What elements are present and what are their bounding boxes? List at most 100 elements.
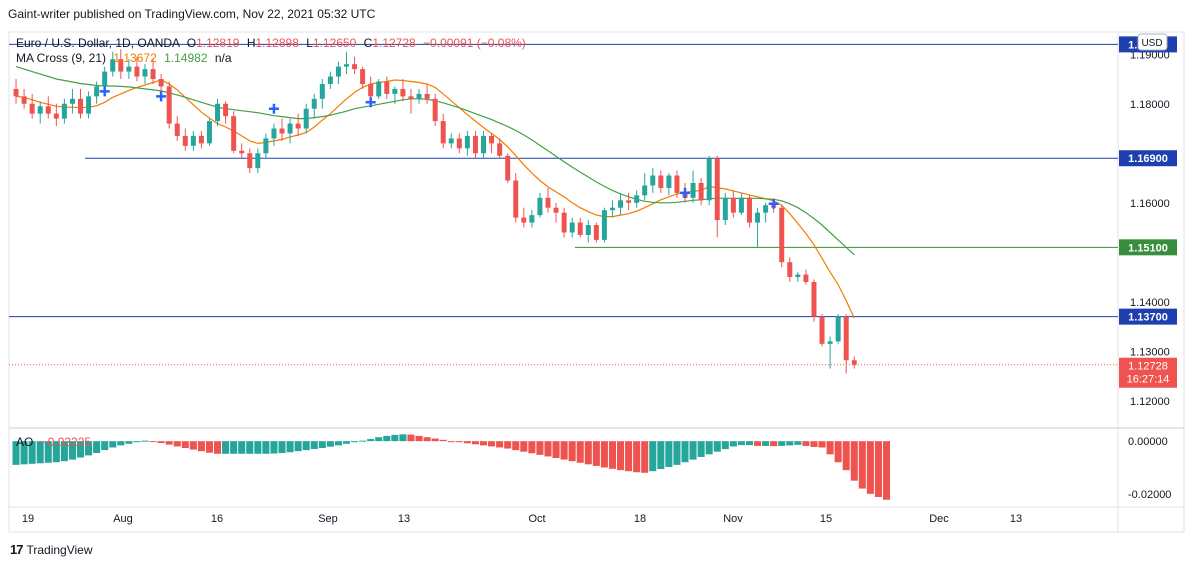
candle-body [481, 135, 487, 154]
footer-brand[interactable]: 17 TradingView [10, 542, 93, 557]
ma-cross-marker [268, 103, 279, 114]
candle-body [174, 123, 180, 136]
time-tick-label: Oct [528, 513, 545, 525]
price-tick-label: 1.12000 [1130, 396, 1170, 408]
candle-body [529, 215, 535, 223]
ao-bar [375, 437, 383, 442]
tradingview-logo-icon: 17 [10, 542, 24, 557]
ma-legend: MA Cross (9, 21) 1.13672 1.14982 n/a [16, 51, 232, 65]
time-tick-label: Nov [723, 513, 743, 525]
ao-bar [479, 441, 488, 446]
candle-body [319, 83, 325, 99]
high-value: 1.12898 [255, 36, 299, 50]
ao-bar [181, 441, 189, 449]
ao-tick-label: -0.02000 [1128, 489, 1171, 501]
ao-bar [488, 441, 496, 447]
ao-bar [342, 441, 351, 444]
ao-bar [109, 441, 117, 448]
ao-bar [125, 441, 133, 444]
candle-body [255, 153, 261, 169]
ao-bar [254, 441, 262, 454]
candle-body [239, 150, 245, 154]
candle-body [553, 207, 559, 213]
ao-bar [286, 441, 294, 453]
candle-body [416, 93, 422, 99]
candle-body [215, 103, 221, 122]
ao-bar [68, 441, 76, 460]
ao-bar [214, 441, 222, 454]
ao-bar [858, 441, 866, 489]
ao-bar [383, 435, 391, 442]
ao-bar [528, 441, 536, 454]
candle-body [714, 158, 720, 221]
candle-body [537, 197, 543, 216]
candle-body [223, 103, 229, 117]
level-label: 1.13700 [1128, 312, 1168, 324]
candle-body [166, 86, 172, 124]
candle-body [851, 360, 857, 365]
ao-bar [463, 441, 471, 444]
time-tick-label: 13 [398, 513, 410, 525]
candle-body [698, 182, 704, 201]
candle-body [472, 135, 478, 154]
candle-body [182, 135, 188, 146]
time-tick-label: Sep [318, 513, 338, 525]
ao-legend: AO −0.02225 [16, 435, 91, 449]
ao-bar [786, 441, 794, 446]
ao-label: AO [16, 435, 33, 449]
ao-bar [850, 441, 858, 481]
last-price-tag: 1.12728 16:27:14 [1119, 357, 1177, 388]
ao-bar [44, 441, 52, 463]
candle-body [384, 81, 390, 94]
change-value: −0.00091 (−0.08%) [423, 36, 526, 50]
ao-bar [673, 441, 681, 465]
time-tick-label: 13 [1010, 513, 1022, 525]
candles [13, 49, 857, 374]
ao-bar [705, 441, 713, 455]
currency-badge[interactable]: USD [1137, 33, 1168, 51]
ao-bar [745, 441, 754, 446]
candle-body [247, 153, 253, 169]
ao-bar [101, 441, 109, 451]
candle-body [505, 155, 511, 181]
ao-bar [391, 434, 399, 442]
candle-body [134, 66, 140, 77]
ao-bar [770, 441, 778, 447]
ao-bar [318, 441, 326, 449]
candle-body [819, 316, 825, 344]
time-tick-label: Dec [929, 513, 949, 525]
ao-bar [439, 439, 447, 442]
ao-bar [141, 440, 149, 442]
candle-body [287, 123, 293, 134]
ao-bar [173, 441, 181, 447]
candle-body [706, 158, 712, 201]
candle-body [609, 207, 615, 211]
ao-bar [278, 441, 286, 454]
ma-cross-marker [99, 86, 110, 97]
last-price-countdown: 16:27:14 [1127, 374, 1170, 386]
candle-body [86, 96, 92, 114]
price-chart[interactable]: 1.120001.130001.140001.160001.180001.190… [0, 0, 1194, 538]
price-tick-label: 1.18000 [1130, 99, 1170, 111]
candle-body [376, 81, 382, 97]
publish-header: Gaint-writer published on TradingView.co… [8, 7, 376, 21]
ao-bar [552, 441, 560, 459]
ao-bar [689, 441, 697, 460]
candle-body [730, 197, 736, 213]
ao-bar [60, 441, 68, 462]
time-tick-label: 18 [634, 513, 646, 525]
candle-body [650, 175, 656, 186]
currency-badge-bg[interactable] [1137, 33, 1168, 51]
ao-bar [28, 441, 36, 464]
candle-body [690, 182, 696, 198]
ao-bar [625, 441, 633, 472]
ao-bar [52, 441, 60, 463]
candle-body [795, 274, 801, 278]
ao-bar [431, 438, 439, 442]
candle-body [763, 205, 769, 213]
ma-cross-marker [680, 187, 691, 198]
candle-body [835, 316, 841, 342]
candle-body [424, 93, 430, 99]
ao-bar [189, 441, 197, 450]
